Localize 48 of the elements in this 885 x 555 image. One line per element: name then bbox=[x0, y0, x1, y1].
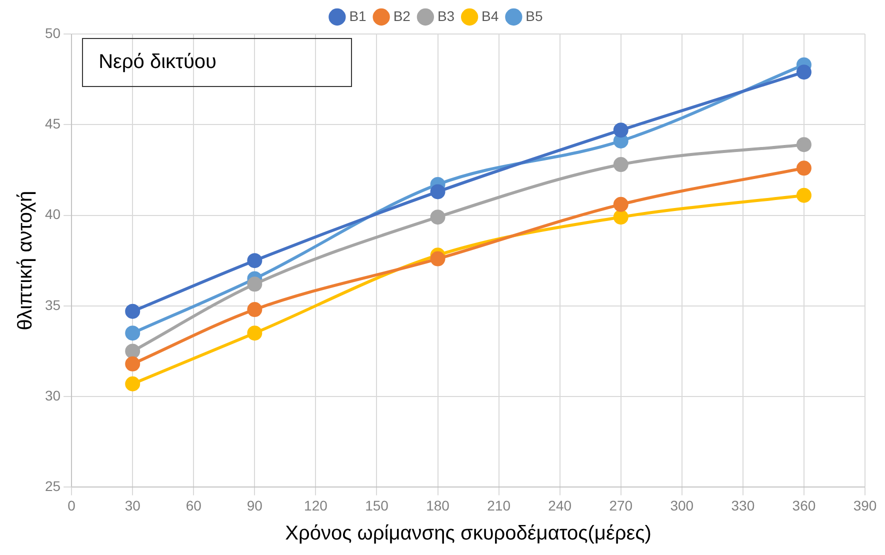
x-tick-label: 90 bbox=[246, 497, 263, 514]
legend-label: B5 bbox=[526, 8, 544, 24]
x-tick-label: 0 bbox=[68, 497, 76, 514]
x-tick-label: 240 bbox=[548, 497, 572, 514]
x-axis-title: Χρόνος ωρίμανσης σκυροδέματος(μέρες) bbox=[285, 522, 652, 545]
legend-label: B1 bbox=[349, 8, 367, 24]
x-tick-label: 360 bbox=[792, 497, 816, 514]
y-tick-label: 30 bbox=[44, 387, 61, 404]
point bbox=[430, 251, 446, 266]
y-tick-label: 50 bbox=[44, 24, 61, 41]
point bbox=[125, 376, 140, 392]
point bbox=[430, 184, 446, 200]
point bbox=[247, 302, 262, 318]
point bbox=[613, 196, 628, 212]
point bbox=[613, 122, 628, 138]
x-tick-label: 30 bbox=[124, 497, 141, 514]
y-tick-label: 25 bbox=[44, 478, 61, 494]
x-tick-label: 210 bbox=[487, 497, 511, 514]
point bbox=[125, 344, 140, 359]
x-tick-label: 390 bbox=[853, 497, 877, 514]
point bbox=[247, 326, 262, 341]
point bbox=[125, 304, 140, 319]
point bbox=[796, 188, 812, 203]
point bbox=[796, 64, 812, 80]
text: Νερό δικτύου bbox=[82, 38, 352, 87]
y-axis-title: θλιπτική αντοχή bbox=[14, 190, 37, 330]
x-tick-label: 330 bbox=[731, 497, 755, 514]
legend-label: B3 bbox=[437, 8, 455, 24]
x-tick-label: 270 bbox=[609, 497, 633, 514]
x-tick-label: 120 bbox=[304, 497, 328, 514]
x-tick-label: 180 bbox=[426, 497, 450, 514]
legend-label: B2 bbox=[393, 8, 411, 24]
x-tick-label: 150 bbox=[365, 497, 389, 514]
x-tick-label: 60 bbox=[186, 497, 202, 514]
legend-label: B4 bbox=[482, 8, 499, 24]
point bbox=[613, 210, 628, 225]
y-tick-label: 40 bbox=[44, 206, 61, 222]
point bbox=[247, 253, 262, 268]
point bbox=[430, 210, 446, 225]
point bbox=[125, 356, 140, 372]
y-tick-label: 35 bbox=[44, 296, 61, 313]
y-tick-label: 45 bbox=[44, 116, 61, 132]
point bbox=[613, 157, 628, 172]
point bbox=[796, 160, 812, 176]
point bbox=[125, 326, 140, 341]
x-tick-label: 300 bbox=[670, 497, 694, 514]
point bbox=[247, 276, 262, 292]
point bbox=[796, 137, 812, 152]
